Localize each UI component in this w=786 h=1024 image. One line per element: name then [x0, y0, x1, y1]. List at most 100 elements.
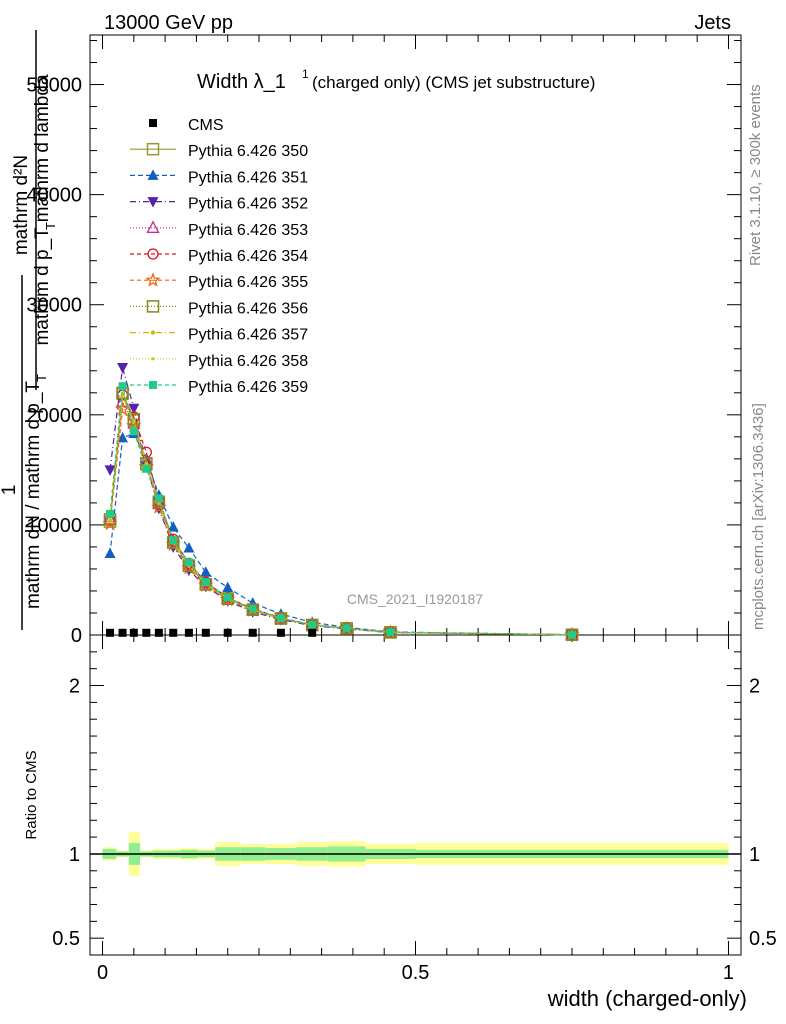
- x-tick-label: 0: [97, 962, 108, 984]
- ratio-ylabel: Ratio to CMS: [23, 750, 40, 839]
- legend-label: Pythia 6.426 358: [188, 353, 308, 370]
- legend-label: Pythia 6.426 351: [188, 169, 308, 186]
- series-point: [132, 418, 136, 422]
- series-line: [109, 392, 572, 636]
- series-point: [114, 401, 131, 416]
- cms-point: [106, 628, 115, 637]
- series-point: [142, 464, 151, 473]
- series-8: [107, 393, 575, 637]
- series-line: [109, 367, 572, 636]
- legend-marker: [146, 142, 160, 156]
- legend-label: Pythia 6.426 350: [188, 143, 308, 160]
- series-point: [220, 591, 236, 607]
- mcplots-label: mcplots.cern.ch [arXiv:1306.3436]: [750, 403, 767, 630]
- series-4: [103, 394, 579, 640]
- ratio-tick-label-right: 0.5: [749, 928, 777, 950]
- analysis-watermark: CMS_2021_I1920187: [347, 591, 483, 607]
- title-sup: 1: [302, 67, 309, 81]
- title-sub: (charged only) (CMS jet substructure): [312, 73, 595, 92]
- cms-point: [129, 628, 138, 637]
- legend-marker: [149, 381, 157, 389]
- cms-point: [248, 628, 257, 637]
- legend-label: Pythia 6.426 353: [188, 222, 308, 239]
- series-point: [274, 612, 288, 625]
- series-point: [221, 592, 234, 605]
- series-10: [106, 382, 576, 639]
- series-point: [167, 521, 179, 532]
- title-main: Width λ_1: [197, 71, 286, 93]
- ylabel-bottom-den: mathrm dN / mathrm d p_T: [23, 381, 44, 609]
- y-tick-label: 10000: [26, 515, 82, 537]
- series-point: [246, 603, 259, 616]
- series-line: [109, 386, 572, 636]
- legend-label: Pythia 6.426 352: [188, 196, 308, 213]
- legend-marker: [147, 248, 159, 260]
- x-tick-label: 0.5: [402, 962, 430, 984]
- ylabel-top-num: mathrm d²N: [11, 155, 32, 255]
- cms-point: [118, 628, 127, 637]
- series-9: [108, 392, 574, 637]
- cms-point: [308, 628, 317, 637]
- series-point: [183, 542, 195, 553]
- series-point: [128, 403, 140, 415]
- series-1: [103, 387, 579, 641]
- legend-label: Pythia 6.426 357: [188, 327, 308, 344]
- series-point: [222, 581, 234, 593]
- series-2: [104, 427, 578, 640]
- ylabel-bottom-num: 1: [0, 485, 20, 496]
- series-point: [104, 547, 116, 559]
- ratio-axes: 0.5 0.5 1 1 2 2 0 0.5 1: [52, 634, 777, 984]
- legend-marker: [150, 330, 156, 335]
- series-point: [200, 566, 212, 577]
- legend-label: Pythia 6.426 355: [188, 274, 308, 291]
- series-line: [109, 393, 572, 636]
- legend-cms-label: CMS: [188, 117, 224, 134]
- ratio-tick-label: 1: [69, 844, 80, 866]
- legend-label: Pythia 6.426 356: [188, 300, 308, 317]
- x-tick-label: 1: [723, 962, 734, 984]
- series-point: [127, 412, 141, 426]
- series-point: [151, 499, 167, 514]
- main-axes: 0 10000 20000 30000 40000 50000: [26, 34, 742, 647]
- y-tick-label: 20000: [26, 405, 82, 427]
- cms-data: [106, 628, 317, 637]
- rivet-label: Rivet 3.1.10, ≥ 300k events: [747, 84, 764, 266]
- ylabel-top-den-sub: T: [43, 222, 58, 230]
- y-tick-label: 40000: [26, 185, 82, 207]
- series-point: [102, 515, 118, 531]
- series-line: [109, 399, 572, 636]
- series-point: [169, 536, 178, 545]
- legend-marker: [145, 272, 161, 287]
- series-point: [118, 382, 127, 391]
- series-point: [144, 461, 148, 465]
- cms-point: [154, 628, 163, 637]
- y-tick-label: 30000: [26, 295, 82, 317]
- series-line: [109, 393, 572, 636]
- ratio-tick-label-right: 1: [749, 844, 760, 866]
- series-3: [104, 362, 578, 641]
- ylabel-bottom-den-sub: T: [34, 374, 49, 382]
- ratio-tick-label: 0.5: [52, 928, 80, 950]
- series-point: [567, 630, 576, 639]
- legend-marker: [146, 300, 160, 313]
- series-point: [108, 517, 112, 522]
- series-layer: [102, 362, 580, 642]
- series-5: [104, 389, 578, 641]
- series-point: [129, 427, 138, 436]
- y-tick-label: 50000: [26, 75, 82, 97]
- legend-marker: [146, 220, 160, 233]
- series-line: [109, 432, 572, 636]
- ratio-frame: [89, 634, 742, 956]
- legend-marker: [147, 197, 159, 208]
- series-point: [154, 494, 163, 503]
- series-point: [117, 362, 129, 374]
- x-axis-label: width (charged-only): [547, 986, 747, 1011]
- series-point: [276, 614, 285, 623]
- series-point: [223, 593, 232, 602]
- cms-point: [142, 628, 151, 637]
- series-6: [102, 401, 580, 642]
- series-point: [106, 509, 115, 518]
- series-line: [109, 407, 572, 636]
- legend: CMS Pythia 6.426 350 Pythia 6.426 351 Pythi…: [130, 117, 308, 396]
- series-point: [198, 577, 214, 592]
